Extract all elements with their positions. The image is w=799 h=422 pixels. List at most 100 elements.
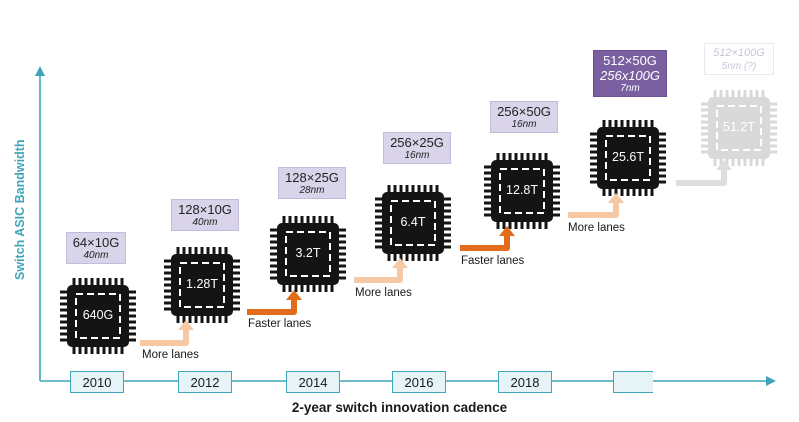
chip-body	[382, 192, 444, 254]
chip-pin	[590, 132, 597, 136]
chip-pin	[614, 189, 618, 196]
chip-pin	[544, 153, 548, 160]
transition-arrow-4	[460, 226, 515, 251]
chip-pin	[532, 153, 536, 160]
chip-pin	[194, 316, 198, 323]
chip-pin	[282, 216, 286, 223]
chip-pin	[60, 308, 67, 312]
chip-pin	[620, 120, 624, 127]
chip-pin	[713, 90, 717, 97]
chip-pin	[233, 301, 240, 305]
chip-pin	[300, 216, 304, 223]
chip-pin	[770, 138, 777, 142]
chip-label-1-28t: 1.28T	[186, 277, 218, 291]
year-box-2014: 2014	[286, 371, 340, 393]
chip-pin	[502, 153, 506, 160]
chip-pin	[60, 338, 67, 342]
chip-pin	[108, 347, 112, 354]
chip-pin	[114, 347, 118, 354]
chip-pin	[602, 189, 606, 196]
chip-pin	[399, 185, 403, 192]
chip-pin	[129, 302, 136, 306]
chip-label-640g: 640G	[82, 308, 114, 322]
spec-lanes: 64×10G	[72, 235, 120, 250]
chip-pin	[339, 246, 346, 250]
chip-pin	[60, 296, 67, 300]
chip-pin	[206, 247, 210, 254]
chip-pin	[270, 246, 277, 250]
chip-pin	[164, 301, 171, 305]
chip-pin	[650, 120, 654, 127]
chip-pin	[270, 228, 277, 232]
chip-pin	[553, 177, 560, 181]
arrow-shaft	[140, 328, 189, 346]
chip-pin	[761, 90, 765, 97]
chip-pin	[749, 159, 753, 166]
chip-pin	[444, 245, 451, 249]
transition-arrow-2	[247, 290, 302, 315]
chip-pin	[84, 347, 88, 354]
chip-pin	[520, 222, 524, 229]
chip-pin	[496, 153, 500, 160]
chip-pin	[233, 307, 240, 311]
chip-pin	[339, 234, 346, 238]
chip-0	[60, 278, 136, 354]
chip-pin	[770, 102, 777, 106]
chip-pin	[375, 245, 382, 249]
chip-pin	[444, 239, 451, 243]
chip-pin	[129, 338, 136, 342]
chip-3	[375, 185, 451, 261]
chip-pin	[411, 254, 415, 261]
chip-pin	[129, 296, 136, 300]
chip-pin	[770, 126, 777, 130]
spec-box-51-2t: 512×100G 5nm (?)	[704, 43, 774, 75]
chip-pin	[435, 185, 439, 192]
chip-pin	[224, 316, 228, 323]
transition-label-4: Faster lanes	[461, 255, 525, 267]
chip-label-25-6t: 25.6T	[612, 150, 644, 164]
chip-pin	[590, 162, 597, 166]
transition-label-1: More lanes	[142, 349, 199, 361]
chip-pin	[60, 332, 67, 336]
chip-pin	[737, 90, 741, 97]
chip-pin	[659, 144, 666, 148]
chip-pin	[182, 247, 186, 254]
chip-pin	[318, 216, 322, 223]
spec-node: 5nm (?)	[721, 61, 757, 72]
arrow-head	[178, 320, 194, 330]
chip-pin	[749, 90, 753, 97]
spec-box-1-28t: 128×10G 40nm	[171, 199, 239, 231]
chip-pin	[423, 185, 427, 192]
chip-pin	[164, 265, 171, 269]
chip-pin	[90, 347, 94, 354]
spec-box-25-6t: 512×50G 256x100G 7nm	[593, 50, 667, 97]
chip-pin	[417, 185, 421, 192]
y-axis-arrowhead	[35, 66, 45, 76]
transition-label-2: Faster lanes	[248, 318, 312, 330]
arrow-shaft	[247, 298, 297, 315]
chip-pin	[484, 171, 491, 175]
chip-pin	[701, 102, 708, 106]
chip-pin	[375, 221, 382, 225]
chip-1	[164, 247, 240, 323]
chip-body	[491, 160, 553, 222]
chip-pin	[520, 153, 524, 160]
chip-pin	[218, 247, 222, 254]
chip-pin	[120, 347, 124, 354]
arrow-shaft	[676, 168, 727, 186]
chip-pin	[553, 183, 560, 187]
chip-pin	[270, 264, 277, 268]
chip-pin	[553, 207, 560, 211]
chip-pin	[200, 316, 204, 323]
chip-pin	[330, 216, 334, 223]
arrow-head	[608, 193, 624, 203]
chip-pin	[324, 285, 328, 292]
chip-pin	[429, 185, 433, 192]
chip-pin	[526, 222, 530, 229]
transition-label-3: More lanes	[355, 287, 412, 299]
chip-pin	[553, 213, 560, 217]
chip-pin	[659, 156, 666, 160]
spec-node: 16nm	[511, 119, 537, 130]
chip-pin	[538, 153, 542, 160]
